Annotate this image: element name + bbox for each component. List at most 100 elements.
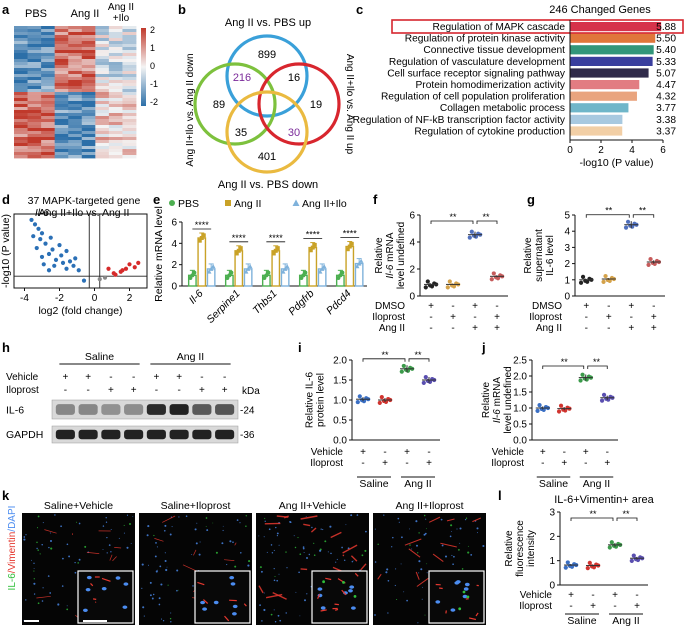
micro-inset-nucleus [229, 576, 235, 580]
micro-nucleus [37, 515, 40, 518]
micro-nucleus [452, 563, 454, 566]
micro-nucleus [421, 598, 423, 600]
micro-nucleus [263, 536, 265, 538]
micro-vimentin-fiber [276, 515, 289, 518]
micro-nucleus [158, 603, 161, 606]
go-term-label: Cell surface receptor signaling pathway [387, 68, 566, 79]
micro-inset-nucleus [200, 600, 206, 605]
heatmap-cell [14, 47, 28, 51]
heatmap-cell [14, 89, 28, 93]
heatmap-cell [81, 83, 96, 87]
panel-label-j: j [481, 340, 486, 355]
micro-inset-il6 [342, 581, 345, 584]
micro-inset [428, 570, 485, 624]
micro-nucleus [449, 535, 452, 538]
heatmap-cell [68, 152, 83, 156]
heatmap-cell [95, 104, 110, 108]
chart-g-row-sign: + [628, 323, 634, 334]
chart-l-ylabel-line: fluorescence [515, 520, 526, 577]
micro-nucleus [25, 599, 27, 601]
micro-inset-nucleus [85, 588, 91, 592]
heatmap-cell [41, 125, 56, 129]
heatmap-cell [27, 140, 42, 144]
micro-nucleus [425, 528, 427, 530]
heatmap-cell [54, 104, 69, 108]
micro-nucleus [383, 514, 385, 516]
heatmap-cell [41, 107, 56, 111]
micro-nucleus [415, 520, 418, 523]
dot-point [377, 400, 382, 405]
volcano-point-down [48, 235, 53, 240]
heatmap-cell [68, 86, 83, 90]
heatmap-cell [108, 62, 123, 66]
go-term-bar [570, 114, 623, 124]
heatmap-cell [41, 131, 56, 135]
micro-nucleus [248, 560, 251, 563]
micro-nucleus [441, 544, 444, 547]
mrna-sig-label: **** [343, 229, 358, 239]
micro-nucleus [461, 568, 464, 570]
heatmap-cell [95, 131, 110, 135]
heatmap-cell [14, 80, 28, 84]
micro-nucleus [345, 524, 347, 526]
micro-nucleus [147, 564, 150, 566]
micro-nucleus [232, 541, 234, 544]
micro-nucleus [418, 532, 420, 534]
micro-inset-fiber [334, 603, 339, 606]
legend-marker [225, 200, 231, 206]
chart-l-row-sign: - [613, 601, 616, 612]
heatmap-cell [108, 44, 123, 48]
heatmap-cell [14, 68, 28, 72]
mrna-point [280, 269, 286, 274]
micro-inset-nucleus [232, 612, 237, 616]
micro-nucleus [77, 562, 79, 564]
micro-nucleus [146, 534, 149, 537]
micro-nucleus [66, 605, 68, 607]
heatmap-cell [95, 59, 110, 63]
heatmap-cell [122, 104, 137, 108]
micro-nucleus [191, 553, 193, 555]
heatmap-cell [54, 35, 69, 39]
heatmap-cell [95, 116, 110, 120]
micro-nucleus [215, 551, 218, 554]
micro-inset-nucleus [320, 606, 326, 610]
heatmap-cell [14, 77, 28, 81]
heatmap-cell [95, 86, 110, 90]
heatmap-cell [68, 140, 83, 144]
heatmap-cell [14, 137, 28, 141]
heatmap-cell [54, 80, 69, 84]
heatmap-cell [122, 113, 137, 117]
micro-inset-fiber [439, 587, 443, 590]
chart-l-row-sign: - [569, 601, 572, 612]
chart-g-row-sign: - [607, 301, 610, 312]
micro-nucleus [285, 612, 287, 614]
heatmap-cell [81, 149, 96, 153]
heatmap-col-label-angii: Ang II [71, 8, 100, 20]
chart-e-tick-label: 2 [171, 260, 177, 271]
heatmap-cell [41, 143, 56, 147]
micro-nucleus [440, 518, 443, 521]
micro-nucleus [57, 603, 60, 606]
chart-e-category-label: Pdcd4 [324, 288, 354, 318]
micro-nucleus [39, 553, 41, 555]
micro-nucleus [105, 517, 107, 519]
heatmap-cell [41, 41, 56, 45]
micro-nucleus [418, 560, 421, 563]
chart-j-row-sign: - [541, 458, 544, 469]
dot-point [535, 408, 540, 413]
heatmap-cell [81, 68, 96, 72]
fluorescence-intensity-dotplot: IL-6+Vimentin+ area 0 1 2 3 Relative fluoresce… [504, 494, 655, 627]
micro-nucleus [352, 560, 354, 562]
heatmap-cell [54, 77, 69, 81]
micro-nucleus [470, 553, 473, 556]
micro-label-vimentin: /Vimentin [7, 532, 18, 574]
heatmap-cell [122, 89, 137, 93]
chart-f-row-sign: + [494, 323, 500, 334]
chart-j-tick-label: 2.5 [513, 356, 527, 367]
heatmap-cell [54, 119, 69, 123]
mrna-sig-label: **** [306, 230, 321, 240]
chart-f-tick-label: 0 [409, 292, 415, 303]
micro-nucleus [245, 525, 247, 528]
blot-band [146, 429, 166, 440]
micro-nucleus [305, 516, 307, 517]
